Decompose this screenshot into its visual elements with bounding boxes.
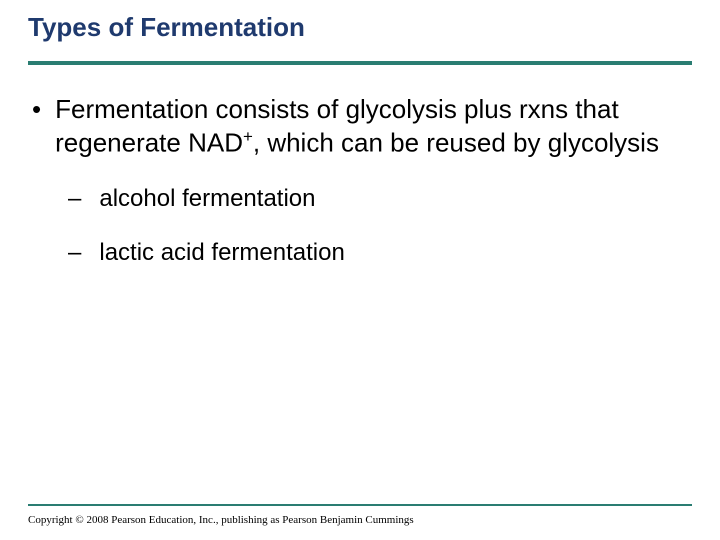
- sub-bullet-text: lactic acid fermentation: [99, 239, 344, 267]
- bullet-icon: •: [32, 93, 41, 126]
- main-bullet-sup: +: [243, 127, 253, 146]
- slide-title: Types of Fermentation: [28, 12, 692, 43]
- main-bullet-text: Fermentation consists of glycolysis plus…: [55, 93, 692, 159]
- title-divider: [28, 61, 692, 65]
- slide: Types of Fermentation • Fermentation con…: [0, 0, 720, 540]
- sub-bullet-item: – alcohol fermentation: [68, 185, 692, 213]
- main-bullet: • Fermentation consists of glycolysis pl…: [28, 93, 692, 159]
- dash-icon: –: [68, 185, 81, 213]
- main-bullet-post: , which can be reused by glycolysis: [253, 127, 659, 157]
- sub-bullet-text: alcohol fermentation: [99, 185, 315, 213]
- sub-bullet-item: – lactic acid fermentation: [68, 239, 692, 267]
- sub-bullet-list: – alcohol fermentation – lactic acid fer…: [28, 185, 692, 267]
- footer-divider: [28, 504, 692, 506]
- dash-icon: –: [68, 239, 81, 267]
- copyright-text: Copyright © 2008 Pearson Education, Inc.…: [28, 514, 414, 526]
